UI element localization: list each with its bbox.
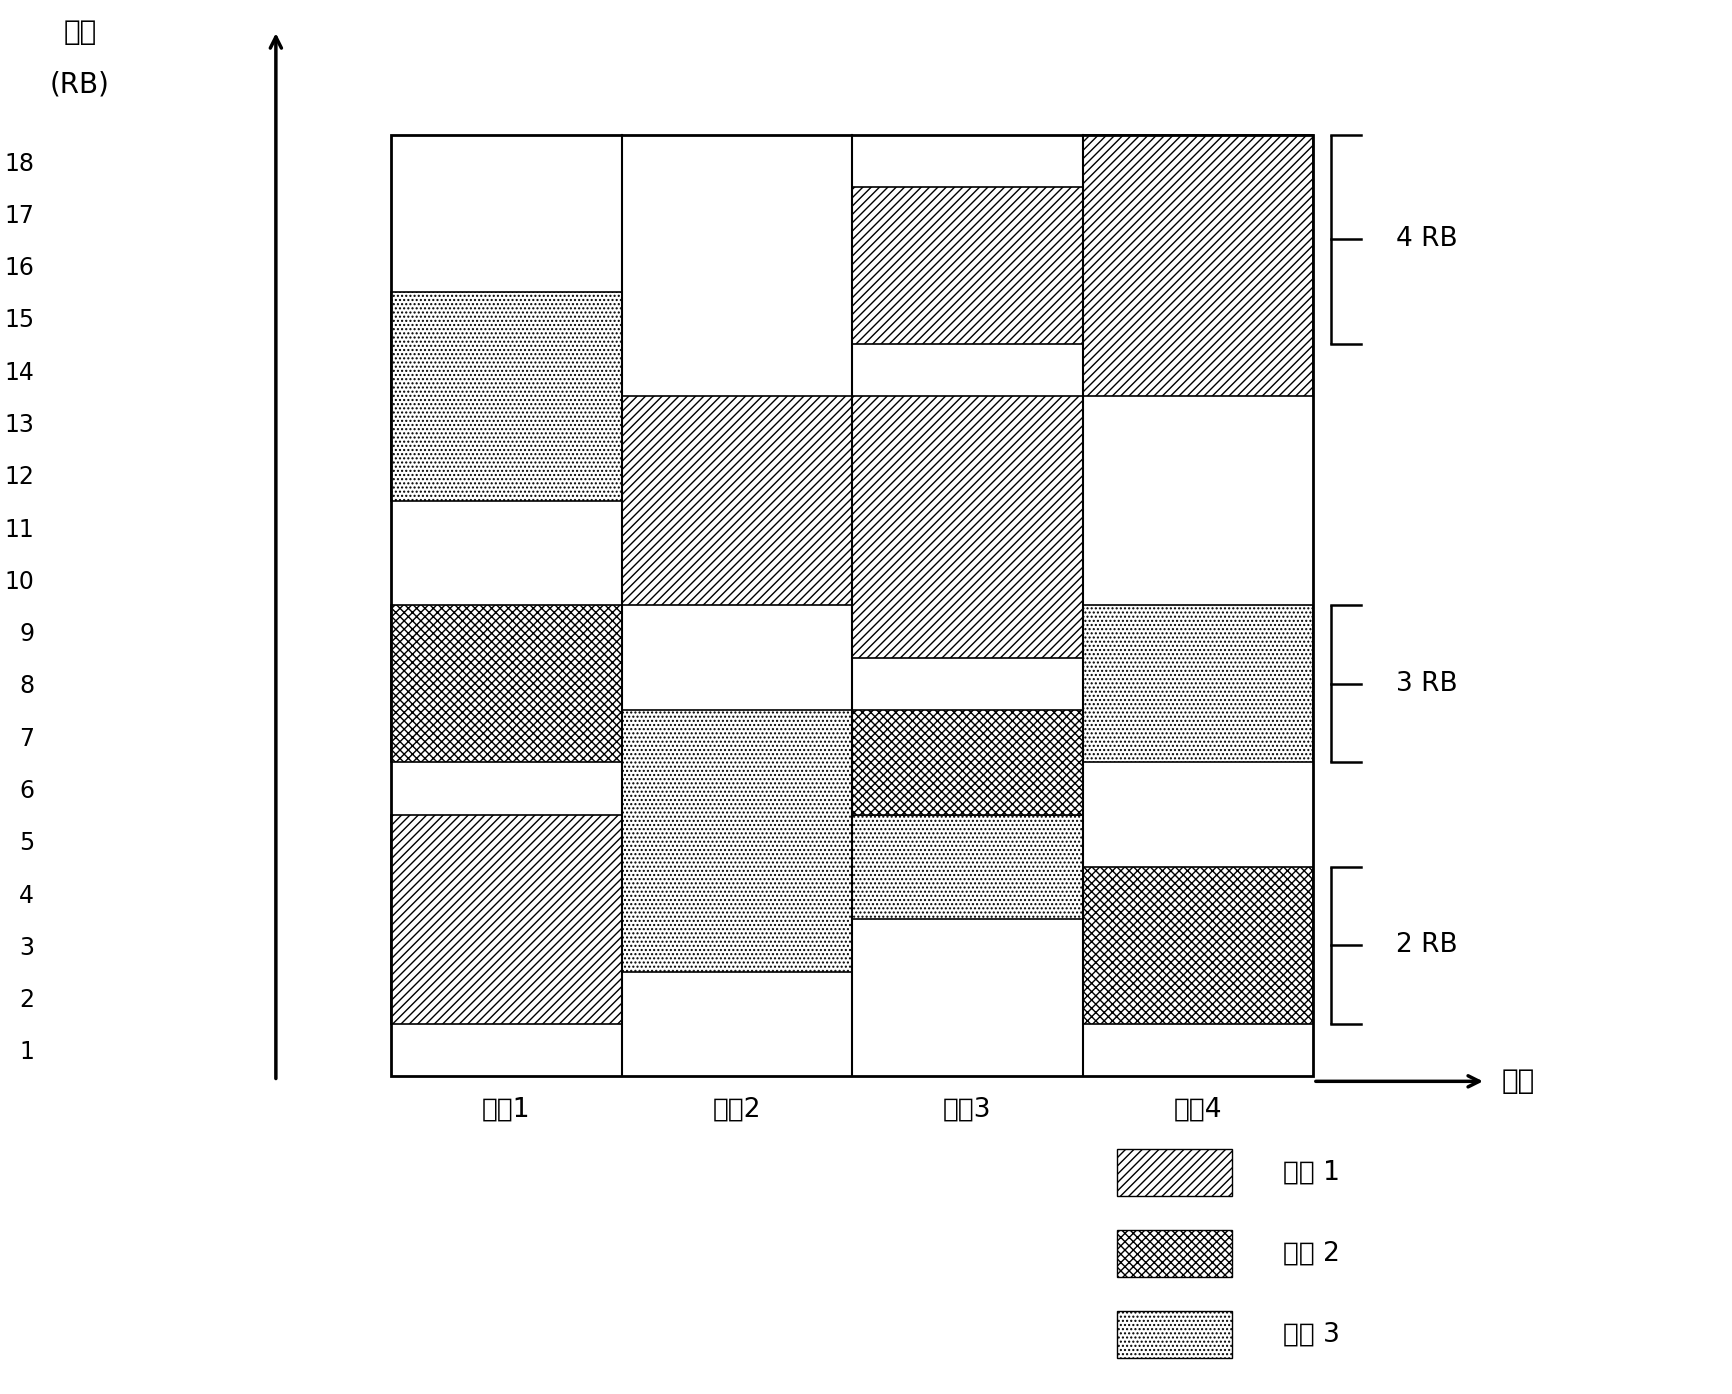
Bar xyxy=(852,396,1082,658)
Bar xyxy=(622,396,852,605)
Bar xyxy=(1082,867,1313,1023)
Text: 2 RB: 2 RB xyxy=(1396,933,1458,958)
Text: 时间: 时间 xyxy=(1502,1068,1535,1096)
Text: 时隙1: 时隙1 xyxy=(481,1097,530,1124)
Bar xyxy=(391,135,1313,1076)
Text: 时隙4: 时隙4 xyxy=(1174,1097,1223,1124)
Bar xyxy=(622,710,852,972)
Bar xyxy=(852,814,1082,919)
Text: 时隙2: 时隙2 xyxy=(712,1097,760,1124)
Bar xyxy=(1117,1149,1233,1196)
Text: 用户 2: 用户 2 xyxy=(1283,1241,1341,1267)
Text: 时隙3: 时隙3 xyxy=(942,1097,991,1124)
Bar xyxy=(391,605,622,763)
Text: (RB): (RB) xyxy=(50,70,109,99)
Bar xyxy=(391,814,622,1023)
Text: 4 RB: 4 RB xyxy=(1396,226,1458,252)
Bar xyxy=(1082,605,1313,763)
Bar xyxy=(852,710,1082,814)
Bar xyxy=(391,291,622,500)
Bar xyxy=(1117,1312,1233,1359)
Text: 用户 3: 用户 3 xyxy=(1283,1322,1341,1348)
Text: 用户 1: 用户 1 xyxy=(1283,1160,1341,1186)
Text: 3 RB: 3 RB xyxy=(1396,671,1458,697)
Bar xyxy=(1082,135,1313,396)
Text: 频率: 频率 xyxy=(64,18,97,46)
Bar xyxy=(1117,1231,1233,1277)
Bar xyxy=(852,187,1082,344)
